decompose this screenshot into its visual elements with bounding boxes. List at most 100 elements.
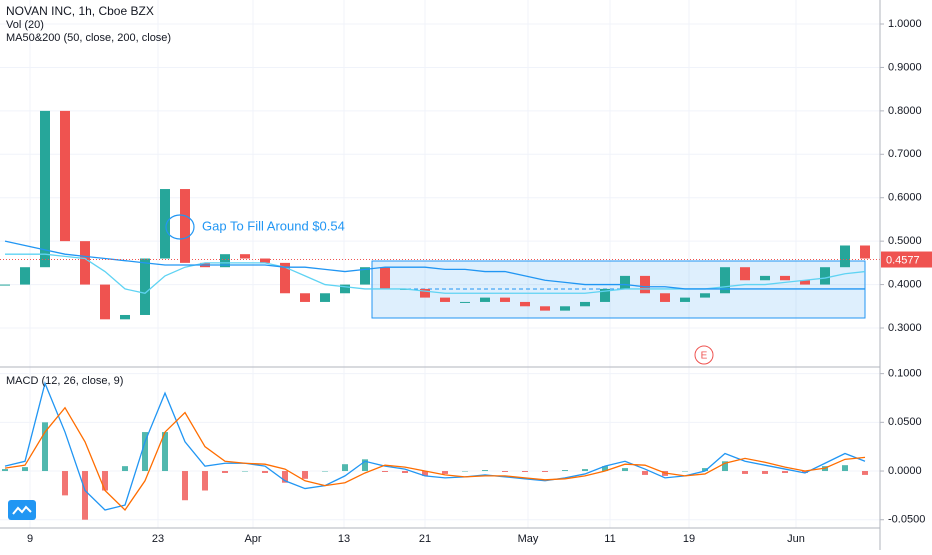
y-tick-label: 0.7000 [888, 148, 922, 160]
candle [100, 284, 110, 320]
candle [0, 284, 10, 286]
x-tick-label: Jun [787, 533, 805, 545]
candle [520, 301, 530, 307]
histogram-bar [642, 471, 648, 475]
last-price-box [881, 251, 932, 268]
histogram-bar [422, 471, 428, 476]
y-tick-label: 0.3000 [888, 322, 922, 334]
candle [600, 288, 610, 302]
candle [420, 288, 430, 298]
candle [640, 275, 650, 294]
x-tick-label: 19 [683, 533, 695, 545]
y-tick-label: 0.9000 [888, 61, 922, 73]
candle [260, 258, 270, 263]
macd-line [4, 381, 866, 511]
candle [360, 267, 370, 285]
candle [20, 267, 30, 285]
histogram-bar [522, 471, 528, 472]
gap-circle [165, 214, 195, 240]
x-tick-label: 21 [419, 533, 431, 545]
y-tick-label: -0.0500 [888, 514, 925, 526]
candle [140, 258, 150, 315]
histogram-bar [802, 471, 808, 473]
histogram-bar [102, 471, 108, 491]
candle [460, 301, 470, 303]
indicator-label: MA50&200 (50, close, 200, close) [6, 32, 171, 44]
histogram-bar [402, 471, 408, 473]
candle [160, 189, 170, 259]
candle [860, 245, 870, 259]
x-tick-label: 11 [604, 533, 615, 545]
histogram-bar [262, 471, 268, 473]
marks [0, 110, 880, 520]
candle [740, 267, 750, 281]
candle [180, 189, 190, 263]
candle [60, 110, 70, 242]
histogram-bar [482, 470, 488, 472]
candle [280, 262, 290, 294]
y-tick-label: 0.0500 [888, 416, 922, 428]
candle [340, 284, 350, 294]
histogram-bar [282, 471, 288, 483]
histogram-bar [682, 471, 688, 472]
histogram-bar [202, 471, 208, 491]
x-tick-label: 9 [27, 533, 33, 545]
histogram-bar [782, 471, 788, 473]
y-tick-label: 0.1000 [888, 368, 922, 380]
histogram-bar [622, 468, 628, 472]
histogram-bar [842, 465, 848, 472]
candle [440, 297, 450, 302]
histogram-bar [762, 471, 768, 474]
candle [680, 297, 690, 302]
histogram-bar [122, 466, 128, 472]
candle [800, 280, 810, 285]
y-tick-label: 1.0000 [888, 18, 922, 30]
histogram-bar [242, 471, 248, 472]
histogram-bar [602, 466, 608, 472]
histogram-bar [182, 471, 188, 501]
histogram-bar [462, 471, 468, 472]
candle [820, 267, 830, 285]
candle [780, 275, 790, 281]
histogram-bar [22, 467, 28, 472]
x-tick-label: Apr [244, 533, 261, 545]
x-tick-label: May [518, 533, 539, 545]
histogram-bar [862, 471, 868, 475]
candle [760, 275, 770, 281]
histogram-bar [722, 461, 728, 472]
candle [320, 293, 330, 302]
candle [220, 254, 230, 268]
candle [560, 306, 570, 311]
histogram-bar [302, 471, 308, 479]
logo-icon [12, 505, 32, 515]
histogram-bar [442, 471, 448, 474]
y-tick-label: 0.0000 [888, 465, 922, 477]
logo[interactable] [8, 500, 36, 520]
histogram-bar [42, 422, 48, 472]
candle [300, 293, 310, 302]
symbol-title: NOVAN INC, 1h, Cboe BZX [6, 4, 154, 18]
ma200-line [4, 240, 865, 290]
candle [120, 314, 130, 320]
x-tick-label: 23 [152, 533, 164, 545]
candle [660, 293, 670, 302]
last-price-label: 0.4577 [886, 254, 920, 266]
histogram-bar [502, 471, 508, 472]
candle [720, 267, 730, 294]
histogram-bar [562, 470, 568, 472]
macd-title: MACD (12, 26, close, 9) [6, 375, 123, 387]
histogram-bar [142, 432, 148, 472]
candle [620, 275, 630, 289]
candle [80, 241, 90, 285]
histogram-bar [542, 471, 548, 472]
candle [240, 254, 250, 259]
histogram-bar [342, 464, 348, 472]
histogram-bar [582, 469, 588, 472]
candle [40, 110, 50, 268]
candle [540, 306, 550, 311]
candle [700, 293, 710, 298]
earnings-marker [694, 345, 714, 365]
candle [580, 301, 590, 307]
candle [480, 297, 490, 302]
